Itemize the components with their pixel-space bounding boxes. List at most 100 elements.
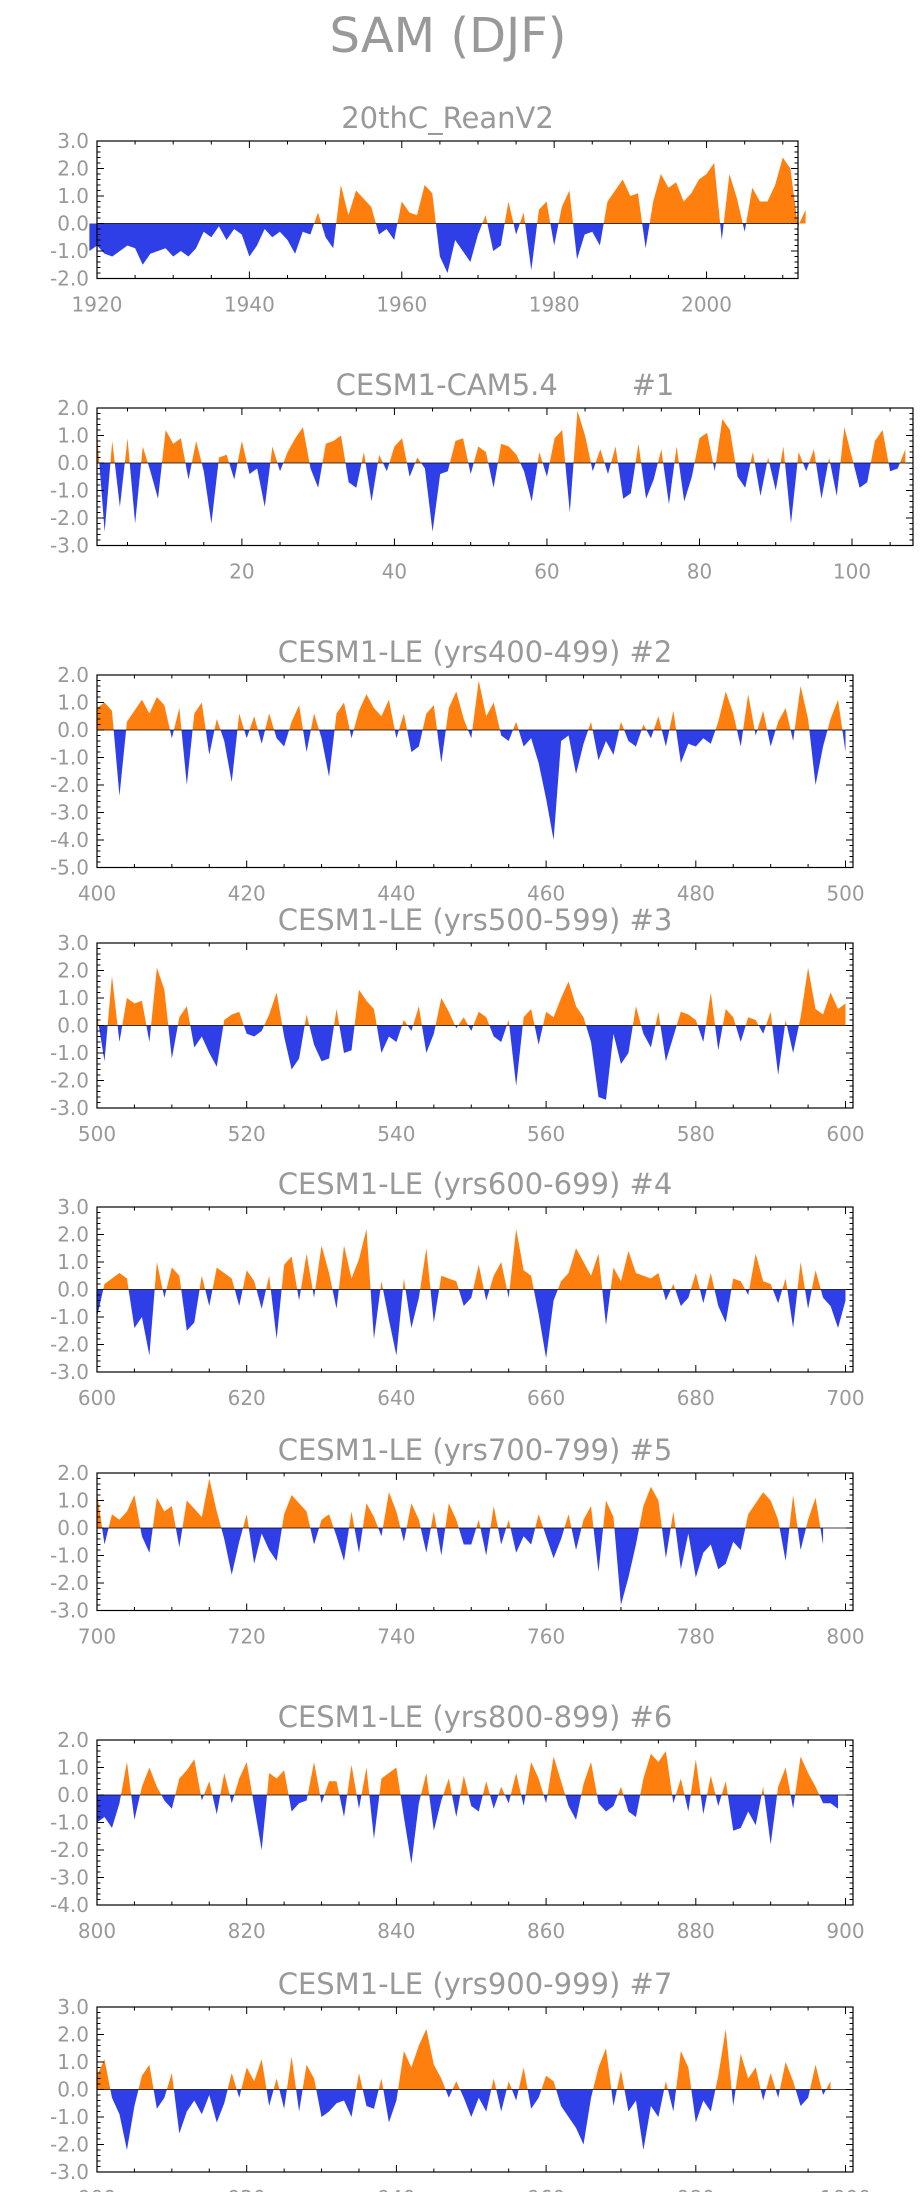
positive-area-14 bbox=[518, 2067, 528, 2090]
positive-area-1 bbox=[126, 697, 170, 730]
positive-area-11 bbox=[430, 1511, 437, 1528]
positive-area-7 bbox=[307, 1762, 321, 1795]
negative-area-4 bbox=[266, 2089, 274, 2106]
y-tick-label: 2.0 bbox=[57, 1461, 89, 1485]
y-tick-label: -1.0 bbox=[50, 1305, 89, 1329]
positive-area-7 bbox=[302, 2064, 317, 2090]
negative-area-21 bbox=[760, 2089, 767, 2101]
y-tick-label: -2.0 bbox=[50, 773, 89, 797]
positive-area-16 bbox=[593, 2048, 612, 2090]
positive-area-16 bbox=[473, 446, 489, 463]
positive-area-22 bbox=[745, 1492, 780, 1528]
positive-area-21 bbox=[669, 710, 677, 730]
positive-area-2 bbox=[397, 185, 436, 224]
y-tick-label: 2.0 bbox=[57, 1223, 89, 1247]
negative-area-29 bbox=[790, 1795, 796, 1809]
negative-area-25 bbox=[700, 1795, 708, 1815]
positive-area-1 bbox=[154, 1262, 163, 1290]
positive-area-7 bbox=[281, 1256, 298, 1290]
negative-area-2 bbox=[175, 1528, 183, 1548]
negative-area-20 bbox=[662, 1289, 671, 1301]
positive-area-6 bbox=[267, 1770, 289, 1795]
positive-area-1 bbox=[108, 1495, 141, 1528]
positive-area-20 bbox=[573, 410, 591, 463]
x-tick-label: 20 bbox=[229, 560, 254, 584]
negative-area-12 bbox=[382, 463, 390, 472]
negative-area-21 bbox=[715, 1025, 723, 1051]
negative-area-3 bbox=[168, 1025, 178, 1059]
negative-area-18 bbox=[641, 1025, 656, 1048]
positive-area-10 bbox=[338, 1229, 371, 1290]
x-tick-label: 800 bbox=[826, 1625, 864, 1649]
x-tick-label: 920 bbox=[228, 2186, 266, 2192]
positive-area-20 bbox=[715, 2029, 732, 2090]
positive-area-11 bbox=[353, 694, 395, 730]
plot-frame bbox=[96, 674, 854, 869]
positive-area-21 bbox=[617, 1786, 624, 1795]
positive-area-8 bbox=[356, 2073, 363, 2090]
positive-area-9 bbox=[310, 713, 320, 730]
y-tick-label: -4.0 bbox=[50, 1893, 89, 1917]
negative-area-11 bbox=[460, 2089, 492, 2117]
y-tick-label: 3.0 bbox=[57, 129, 89, 153]
negative-area-22 bbox=[736, 730, 744, 747]
positive-area-8 bbox=[362, 1503, 379, 1528]
negative-area-28 bbox=[820, 1289, 846, 1328]
negative-area-7 bbox=[246, 463, 271, 507]
negative-area-15 bbox=[458, 1289, 474, 1306]
panel-5: CESM1-LE (yrs700-799) #5 2.0 1.0 0.0 -1.0 -2.… bbox=[50, 1433, 865, 1649]
positive-area-5 bbox=[223, 1011, 244, 1026]
negative-area-26 bbox=[715, 1795, 722, 1806]
negative-area-27 bbox=[735, 463, 751, 488]
negative-area-17 bbox=[571, 1528, 582, 1550]
negative-area-9 bbox=[400, 1528, 407, 1542]
positive-area-15 bbox=[506, 1020, 510, 1026]
y-tick-label: -3.0 bbox=[50, 1866, 89, 1890]
negative-area-16 bbox=[611, 2089, 617, 2106]
negative-area-27 bbox=[842, 730, 846, 752]
negative-area-14 bbox=[497, 1528, 507, 1545]
y-tick-label: 2.0 bbox=[57, 157, 89, 181]
y-tick-label: -3.0 bbox=[50, 801, 89, 825]
negative-area-18 bbox=[533, 1289, 558, 1359]
positive-area-12 bbox=[491, 2078, 497, 2090]
negative-area-11 bbox=[742, 223, 747, 232]
positive-area-20 bbox=[639, 1486, 662, 1528]
positive-area-18 bbox=[537, 452, 543, 463]
negative-area-7 bbox=[274, 730, 290, 747]
negative-area-0 bbox=[110, 2089, 139, 2150]
positive-area-8 bbox=[289, 705, 304, 730]
positive-area-0 bbox=[97, 1492, 103, 1528]
positive-area-1 bbox=[138, 2064, 154, 2090]
positive-area-22 bbox=[611, 446, 618, 463]
positive-area-36 bbox=[899, 449, 906, 463]
y-tick-label: -3.0 bbox=[50, 534, 89, 558]
x-tick-label: 860 bbox=[527, 1919, 565, 1943]
positive-area-6 bbox=[218, 454, 230, 463]
x-tick-label: 960 bbox=[527, 2186, 565, 2192]
positive-area-7 bbox=[265, 713, 275, 730]
positive-area-8 bbox=[603, 179, 643, 224]
positive-area-13 bbox=[458, 1017, 469, 1026]
positive-area-21 bbox=[595, 449, 605, 463]
positive-area-12 bbox=[799, 209, 806, 224]
negative-area-5 bbox=[244, 730, 250, 739]
positive-area-0 bbox=[97, 702, 114, 730]
y-tick-label: -1.0 bbox=[50, 1811, 89, 1835]
x-tick-label: 100 bbox=[833, 560, 871, 584]
panel-title: CESM1-LE (yrs700-799) #5 bbox=[278, 1433, 673, 1467]
negative-area-23 bbox=[754, 730, 758, 736]
x-tick-label: 900 bbox=[826, 1919, 864, 1943]
positive-area-10 bbox=[723, 174, 743, 224]
positive-area-19 bbox=[655, 1011, 661, 1026]
y-tick-label: 2.0 bbox=[57, 959, 89, 983]
x-tick-label: 1940 bbox=[224, 293, 275, 317]
y-tick-label: 1.0 bbox=[57, 691, 89, 715]
positive-area-26 bbox=[721, 1781, 728, 1795]
positive-area-13 bbox=[506, 2081, 512, 2090]
negative-area-13 bbox=[437, 730, 446, 763]
x-tick-label: 640 bbox=[377, 1386, 415, 1410]
negative-area-30 bbox=[819, 1795, 839, 1809]
x-tick-label: 400 bbox=[78, 882, 116, 906]
